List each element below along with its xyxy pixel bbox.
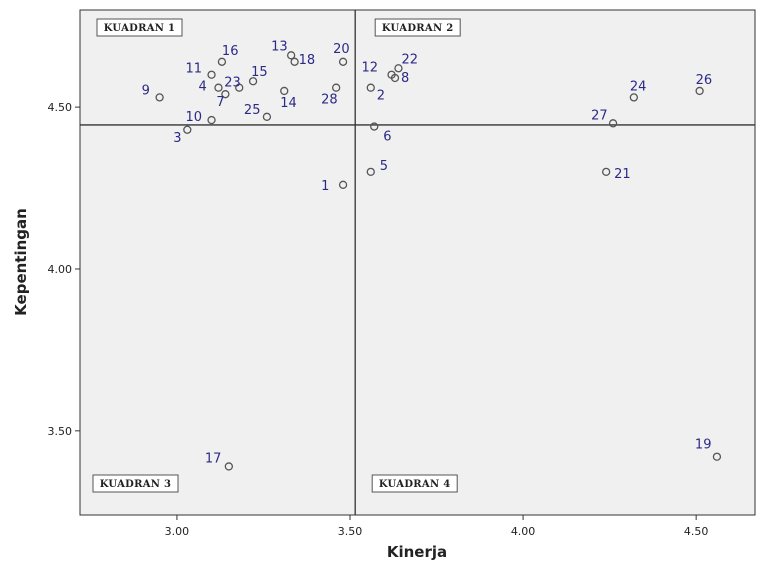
data-point (602, 167, 611, 177)
point-label: 4 (198, 80, 206, 95)
data-point (248, 77, 258, 86)
point-label: 5 (380, 159, 388, 174)
point-label: 15 (251, 65, 268, 80)
point-label: 25 (244, 103, 261, 118)
point-label: 19 (695, 438, 712, 453)
point-label: 10 (186, 110, 203, 125)
y-tick-label: 4.50 (48, 101, 73, 114)
point-label: 9 (142, 83, 150, 98)
data-point (290, 57, 299, 66)
data-point (608, 119, 618, 128)
point-label: 6 (383, 130, 391, 145)
data-point (221, 90, 230, 99)
quadrant-label-box (374, 18, 461, 37)
point-label: 24 (630, 79, 647, 94)
x-tick-label: 3.50 (338, 525, 363, 538)
data-point (338, 180, 348, 189)
data-point (629, 93, 638, 102)
data-point (224, 462, 233, 471)
point-label: 2 (377, 89, 385, 104)
plot-area (79, 9, 756, 516)
point-label: 11 (186, 62, 203, 77)
point-label: 14 (280, 96, 297, 111)
point-label: 13 (271, 39, 288, 54)
x-tick-label: 4.00 (511, 525, 536, 538)
point-label: 21 (614, 167, 631, 182)
point-label: 7 (216, 95, 224, 110)
data-point (712, 452, 722, 461)
data-point (287, 51, 296, 60)
data-point (366, 83, 375, 92)
y-tick-label: 3.50 (48, 425, 73, 438)
quadrant-label: KUADRAN 3 (100, 479, 172, 490)
data-point (207, 115, 216, 125)
y-axis-title: Kepentingan (12, 208, 30, 316)
point-label: 12 (362, 61, 379, 76)
quadrant-label-box (371, 474, 458, 493)
x-tick-label: 3.00 (165, 525, 190, 538)
data-point (332, 83, 341, 92)
data-point (387, 70, 396, 79)
point-label: 26 (696, 73, 713, 88)
x-axis-title: Kinerja (387, 543, 447, 561)
point-label: 20 (333, 42, 350, 57)
quadrant-label-box (96, 18, 183, 37)
data-point (394, 64, 403, 73)
data-point (235, 83, 244, 92)
quadrant-label-box (92, 474, 179, 493)
point-label: 8 (401, 71, 409, 86)
data-point (338, 57, 348, 66)
data-point (262, 112, 272, 121)
data-point (155, 93, 164, 102)
quadrant-label: KUADRAN 1 (104, 23, 176, 34)
data-point (207, 70, 216, 79)
data-point (217, 57, 227, 66)
point-label: 28 (321, 93, 338, 108)
data-point (214, 83, 223, 92)
x-tick-label: 4.50 (684, 525, 709, 538)
point-label: 23 (224, 76, 241, 91)
quadrant-label: KUADRAN 2 (382, 23, 454, 34)
point-label: 27 (591, 108, 608, 123)
point-label: 16 (222, 44, 239, 59)
data-point (366, 167, 375, 177)
data-point (183, 125, 192, 134)
y-tick-label: 4.00 (48, 263, 73, 276)
data-point (280, 86, 289, 96)
point-label: 17 (205, 451, 222, 466)
point-label: 3 (173, 131, 181, 146)
quadrant-label: KUADRAN 4 (379, 479, 451, 490)
point-label: 18 (299, 53, 316, 68)
point-label: 22 (401, 52, 418, 67)
point-label: 1 (321, 179, 329, 194)
data-point (695, 86, 704, 96)
data-point (370, 122, 379, 131)
